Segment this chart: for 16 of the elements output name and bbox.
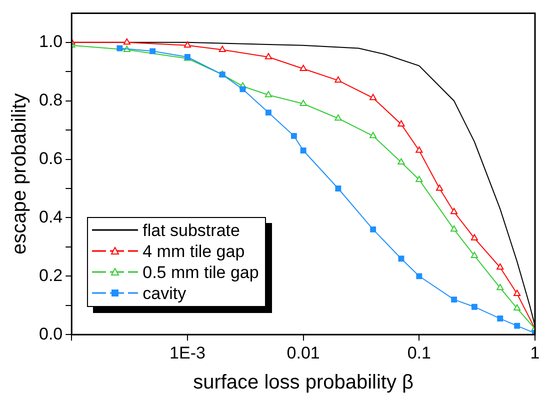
x-tick-label: 0.01 (286, 343, 320, 362)
x-tick-label: 1 (530, 343, 540, 362)
y-tick-label: 0.8 (38, 90, 63, 110)
y-tick-label: 0.6 (38, 148, 63, 168)
x-tick-label: 0.1 (407, 343, 431, 362)
x-tick-label: 1E-3 (170, 343, 206, 362)
y-axis-title: escape probability (8, 93, 31, 255)
x-axis-title: surface loss probability β (193, 372, 414, 394)
y-tick-label: 0.2 (38, 266, 63, 285)
y-tick-label: 0.4 (38, 207, 63, 226)
legend-label: 4 mm tile gap (142, 240, 245, 262)
legend-label: 0.5 mm tile gap (142, 262, 259, 283)
y-tick-label: 0.0 (38, 324, 63, 344)
legend-label: cavity (142, 282, 186, 304)
legend-label: flat substrate (142, 220, 240, 241)
y-tick-label: 1.0 (38, 32, 63, 52)
